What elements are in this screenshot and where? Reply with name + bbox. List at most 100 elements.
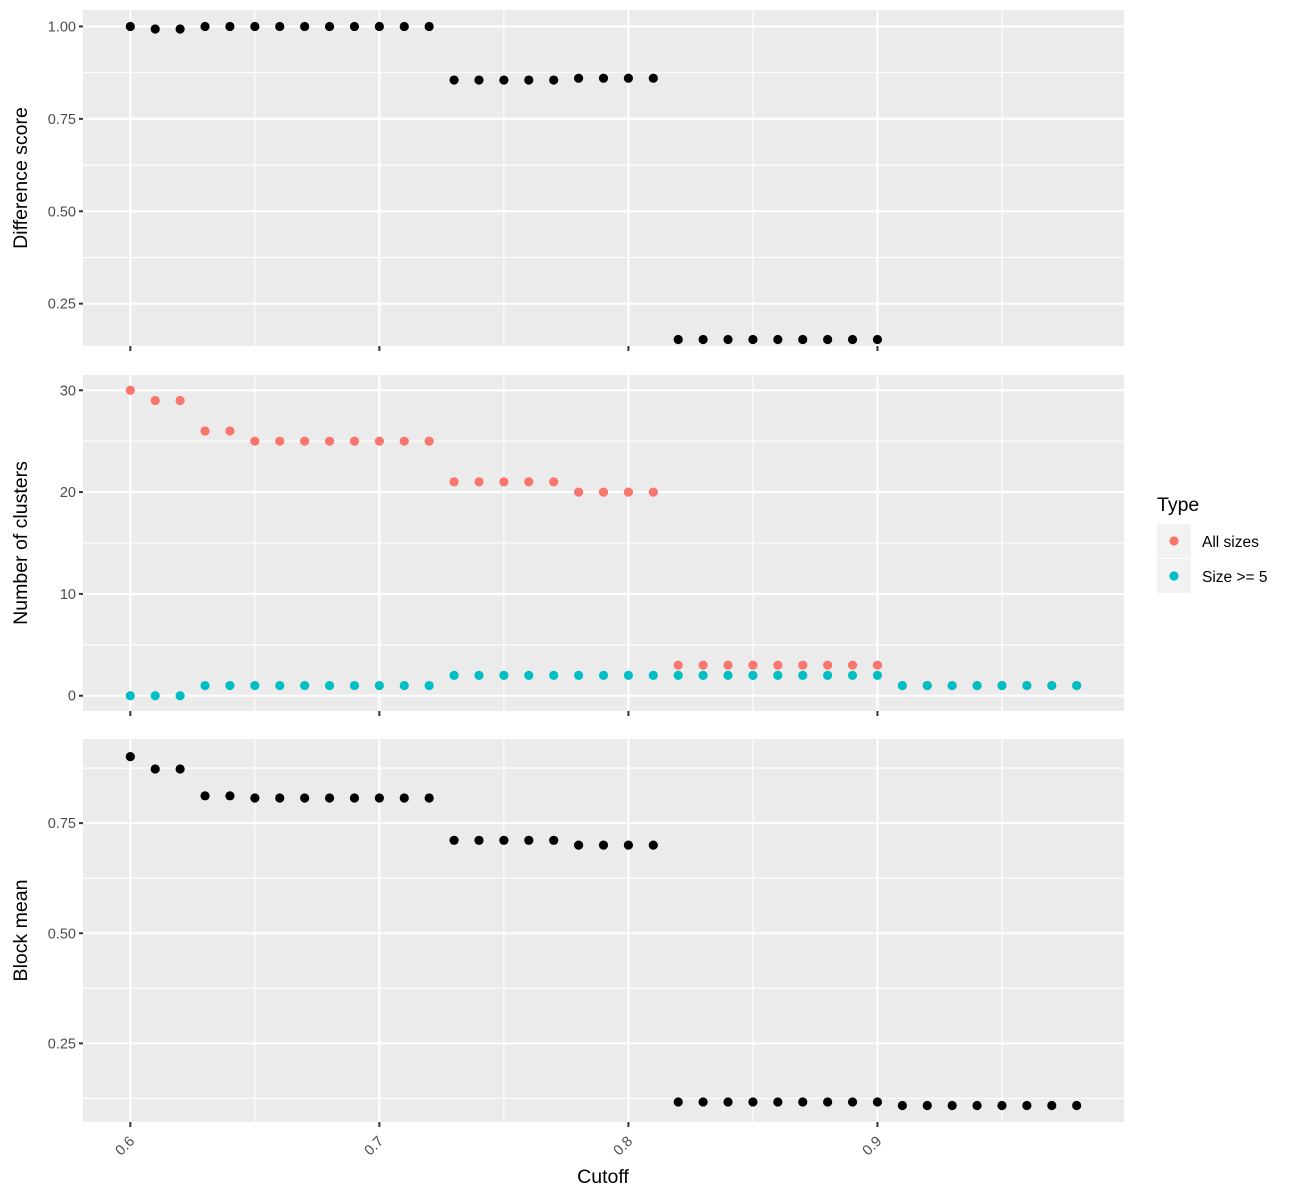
data-point: [200, 21, 210, 32]
data-point: [897, 1100, 907, 1111]
y-tick-label: 1.00: [48, 19, 76, 35]
data-point: [524, 835, 534, 845]
data-point: [300, 793, 310, 803]
y-tick-label: 0.50: [48, 926, 76, 942]
data-point: [125, 752, 135, 762]
data-point: [499, 477, 509, 487]
data-point: [623, 487, 634, 497]
data-point: [399, 680, 409, 691]
panel-background: [83, 10, 1124, 346]
data-point: [573, 73, 584, 83]
legend: Type All sizes Size >= 5: [1157, 494, 1268, 593]
data-point: [997, 1100, 1007, 1111]
data-point: [723, 670, 733, 680]
data-point: [773, 660, 783, 670]
data-point: [349, 793, 360, 803]
data-point: [499, 835, 509, 845]
data-point: [374, 21, 384, 32]
data-point: [872, 334, 883, 345]
data-point: [275, 21, 285, 32]
data-point: [175, 764, 185, 774]
y-tick-label: 0.75: [48, 112, 76, 128]
data-point: [449, 75, 459, 85]
data-point: [125, 691, 135, 701]
y-tick-label: 0.25: [48, 1036, 76, 1052]
panel-3: 0.25 0.50 0.75 Block mean: [10, 739, 1124, 1127]
data-point: [549, 670, 559, 680]
panel-2: 0 10 20 30 Number of clusters: [10, 375, 1124, 716]
data-point: [598, 487, 609, 497]
data-point: [648, 840, 658, 850]
data-point: [922, 680, 932, 691]
series-points: [125, 752, 1082, 1111]
data-point: [324, 21, 335, 32]
data-point: [673, 334, 683, 345]
data-point: [524, 670, 534, 680]
data-point: [723, 1097, 733, 1107]
data-point: [798, 660, 808, 670]
data-point: [947, 1100, 957, 1111]
data-point: [125, 385, 135, 395]
data-point: [474, 835, 484, 845]
data-point: [773, 1097, 783, 1107]
data-point: [1047, 1100, 1057, 1111]
data-point: [125, 21, 135, 32]
data-point: [225, 791, 235, 801]
data-point: [598, 670, 609, 680]
data-point: [399, 436, 409, 446]
data-point: [349, 436, 360, 446]
legend-marker: [1169, 536, 1179, 546]
y-tick-label: 10: [60, 587, 76, 603]
data-point: [573, 487, 584, 497]
y-axis-title: Number of clusters: [10, 461, 32, 625]
data-point: [424, 680, 434, 691]
data-point: [349, 21, 360, 32]
data-point: [698, 1097, 708, 1107]
data-point: [549, 835, 559, 845]
data-point: [723, 660, 733, 670]
data-point: [275, 436, 285, 446]
x-tick-label: 0.6: [113, 1134, 139, 1160]
data-point: [573, 840, 584, 850]
data-point: [349, 680, 360, 691]
panel-1: 0.25 0.50 0.75 1.00 Difference score: [10, 10, 1124, 351]
data-point: [598, 840, 609, 850]
data-point: [275, 793, 285, 803]
data-point: [773, 670, 783, 680]
data-point: [324, 793, 335, 803]
data-point: [847, 334, 858, 345]
y-tick-label: 0: [68, 689, 76, 705]
data-point: [474, 477, 484, 487]
data-point: [374, 793, 384, 803]
data-point: [847, 670, 858, 680]
data-point: [474, 75, 484, 85]
data-point: [573, 670, 584, 680]
data-point: [499, 670, 509, 680]
data-point: [648, 487, 658, 497]
data-point: [598, 73, 609, 83]
data-point: [698, 670, 708, 680]
data-point: [623, 73, 634, 83]
data-point: [300, 436, 310, 446]
data-point: [225, 680, 235, 691]
data-point: [424, 21, 434, 32]
y-tick-label: 0.50: [48, 204, 76, 220]
data-point: [175, 395, 185, 406]
data-point: [748, 334, 758, 345]
data-point: [250, 436, 260, 446]
data-point: [1047, 680, 1057, 691]
data-point: [947, 680, 957, 691]
data-point: [872, 670, 883, 680]
data-point: [997, 680, 1007, 691]
data-point: [823, 670, 833, 680]
data-point: [798, 1097, 808, 1107]
data-point: [449, 670, 459, 680]
data-point: [1022, 680, 1032, 691]
data-point: [748, 670, 758, 680]
data-point: [225, 426, 235, 436]
data-point: [823, 334, 833, 345]
data-point: [1072, 1100, 1082, 1111]
data-point: [723, 334, 733, 345]
data-point: [200, 426, 210, 436]
